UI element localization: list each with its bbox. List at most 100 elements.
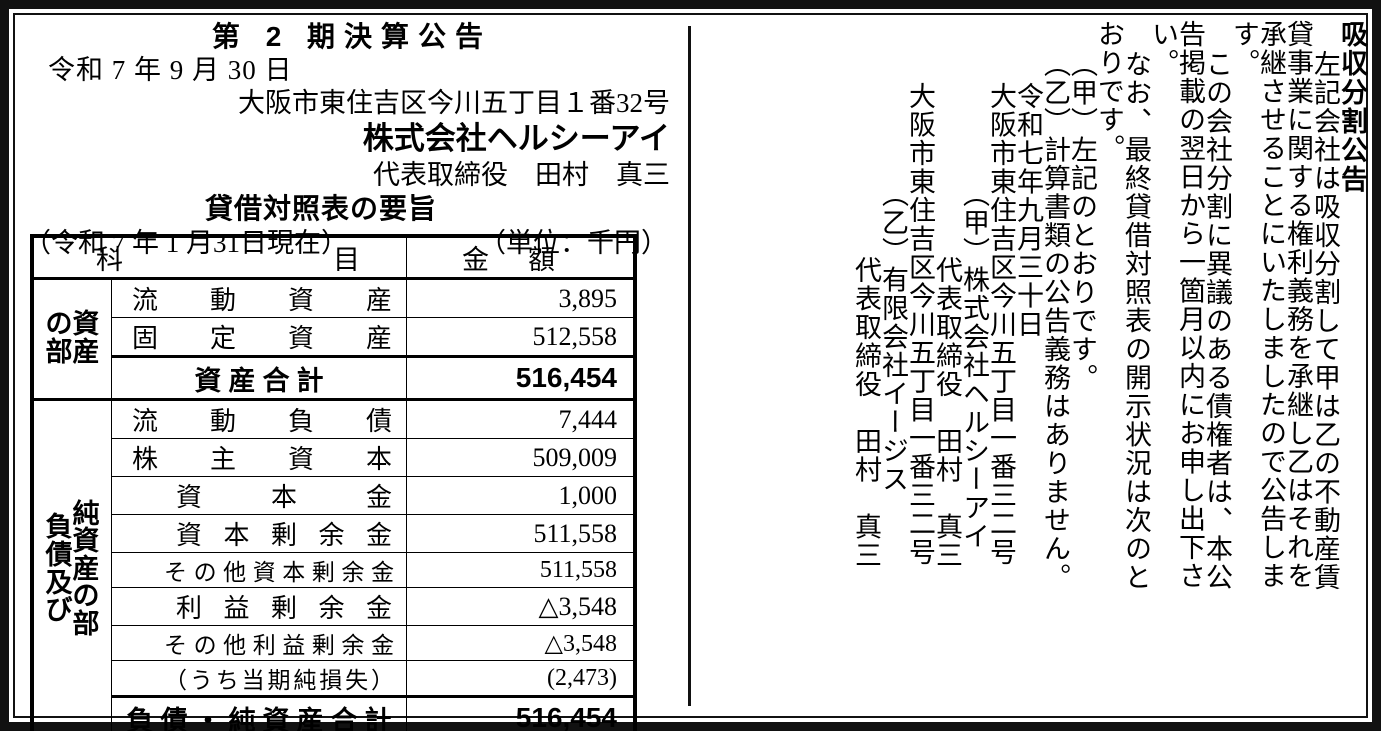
item-label-char: 余: [318, 594, 345, 623]
item-label-char: 資: [176, 521, 203, 550]
item-label-char: 失: [345, 668, 369, 693]
item-label-char: そ: [164, 560, 187, 585]
item-label-char: 流: [132, 286, 159, 315]
item-label-char: 純: [293, 668, 317, 693]
item-name-cell: 利益剰余金: [111, 587, 407, 626]
item-label-char: 剰: [311, 633, 335, 658]
item-label: その他資本剰余金: [164, 553, 394, 587]
item-label-char: 産: [365, 324, 392, 353]
company-address: 大阪市東住吉区今川五丁目１番32号: [238, 88, 670, 118]
table-row: 資産合計 516,454: [34, 355, 634, 400]
otsu-representative: 代表取締役 田村 真三: [851, 256, 881, 570]
item-label-char: の: [193, 560, 217, 585]
item-label-char: 余: [341, 633, 365, 658]
item-label-char: 剰: [311, 560, 335, 585]
item-name-cell: 資本金: [111, 476, 407, 515]
item-label-char: 余: [341, 560, 365, 585]
inner-border: [13, 13, 1368, 718]
notice-date: 令和七年九月三十日: [1013, 82, 1043, 339]
section-label-char: の: [45, 309, 73, 340]
section-label-col-left: の部: [46, 311, 73, 366]
kingaku-right: 額: [528, 245, 556, 275]
notice-line-3: 承継させることにいたしましたので公告しま: [1256, 20, 1286, 590]
item-name-cell: 固定資産: [111, 317, 407, 357]
representative-name: 代表取締役 田村 真三: [373, 160, 670, 190]
table-row: 資産の部流動資産 3,895: [33, 278, 634, 400]
item-label: 流動資産: [132, 280, 392, 317]
table-row: 固 定 資 産 512,558: [34, 317, 634, 357]
item-name-cell: 資本剰余金: [111, 514, 407, 553]
item-amount-cell: 7,444: [406, 398, 634, 439]
item-label-char: 金: [370, 560, 394, 585]
notice-line-otsu-disclosure: （乙）計算書類の公告義務はありません。: [1040, 50, 1070, 592]
section-label-char: 部: [45, 337, 73, 367]
item-name-cell: その他資本剰余金: [111, 552, 407, 588]
item-label-char: （: [164, 668, 187, 693]
item-label: 固定資産: [132, 318, 392, 355]
item-label-char: 剰: [270, 594, 297, 623]
liabilities-total-amount: 516,454: [406, 695, 634, 731]
item-label: その他利益剰余金: [164, 626, 394, 660]
column-header-kingaku: 金額: [406, 237, 634, 280]
item-label-char: そ: [164, 633, 187, 658]
item-label-char: 動: [209, 286, 236, 315]
item-name-cell: 流動資産: [111, 278, 407, 318]
item-label-char: 益: [282, 633, 306, 658]
section-label-col-left: 負債及び: [46, 514, 73, 624]
item-label-char: 金: [365, 521, 392, 550]
notice-heading: 吸収分割公告: [1337, 20, 1367, 194]
item-label-char: 固: [132, 324, 159, 353]
section-label-char: 資: [72, 309, 100, 340]
section-label-char: 産: [72, 553, 100, 584]
notice-line-1: 左記会社は吸収分割して甲は乙の不動産賃: [1310, 50, 1340, 592]
page-title: 第 2 期決算公告: [211, 21, 493, 52]
item-label-char: 金: [370, 633, 394, 658]
item-label-char: 本: [270, 483, 297, 512]
section-label-stack: 純資産の部負債及び: [34, 401, 111, 731]
notice-line-ko-disclosure: （甲）左記のとおりです。: [1067, 50, 1097, 392]
item-name-cell: 流動負債: [111, 398, 407, 439]
item-label-char: 資: [287, 286, 314, 315]
section-label-char: 純: [72, 498, 100, 529]
section-label-char: の: [72, 581, 100, 612]
section-label-char: 部: [72, 608, 100, 639]
table-row: 資 本 金 1,000: [34, 476, 634, 515]
item-label-char: 他: [223, 633, 247, 658]
item-amount-cell: 511,558: [406, 552, 634, 588]
item-amount-cell: (2,473): [406, 660, 634, 697]
table-row: 純資産の部負債及び流動負債 7,444: [33, 398, 634, 731]
liabilities-total-label: 負債・純資産合計: [111, 695, 407, 731]
table-row: 株 主 資 本 509,009: [34, 438, 634, 477]
item-label-char: 利: [176, 594, 203, 623]
item-label-char: 資: [287, 324, 314, 353]
notice-line-9: おりです。: [1094, 20, 1124, 163]
item-name-cell: 株主資本: [111, 438, 407, 477]
item-label-char: 資: [176, 483, 203, 512]
table-row: （うち当期純損失） (2,473): [34, 660, 634, 697]
item-label: 資本金: [132, 477, 392, 514]
section-label-char: 産: [72, 337, 100, 367]
item-name-cell: その他利益剰余金: [111, 625, 407, 661]
item-label-char: 主: [209, 445, 236, 474]
item-label-char: 債: [365, 407, 392, 436]
balance-sheet-table: 科目金額資産の部流動資産 3,895 固定資産 512,558 資産合計 516,454 純…: [30, 234, 637, 731]
ko-representative: 代表取締役 田村 真三: [932, 256, 962, 570]
section-label-char: 負: [45, 512, 73, 543]
item-label-char: 余: [318, 521, 345, 550]
company-name: 株式会社ヘルシーアイ: [362, 121, 670, 156]
item-label-char: 本: [365, 445, 392, 474]
ko-address: 大阪市東住吉区今川五丁目一番三二号: [986, 82, 1016, 567]
item-name-cell: （うち当期純損失）: [111, 660, 407, 697]
kamoku-right: 目: [333, 245, 362, 275]
kingaku-left: 金: [462, 245, 490, 275]
assets-total-label: 資産合計: [111, 355, 407, 400]
item-label-char: 本: [282, 560, 306, 585]
item-label: 利益剰余金: [132, 588, 392, 625]
item-amount-cell: 3,895: [406, 278, 634, 318]
item-label-char: 株: [132, 445, 159, 474]
item-label-char: 動: [209, 407, 236, 436]
otsu-address: 大阪市東住吉区今川五丁目一番三二号: [905, 82, 935, 567]
notice-line-2: 貸事業に関する権利義務を承継し乙はそれを: [1283, 20, 1313, 590]
